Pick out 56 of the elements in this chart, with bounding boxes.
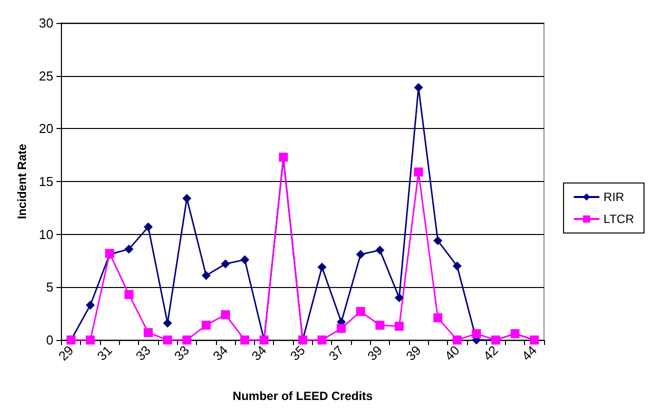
point	[375, 320, 384, 330]
point	[433, 236, 442, 246]
point	[317, 262, 326, 272]
y-tick-label: 5	[46, 280, 54, 295]
point	[472, 329, 481, 338]
x-tick-label: 29	[55, 342, 76, 364]
x-tick-label: 34	[248, 342, 270, 364]
y-tick-label: 0	[46, 332, 54, 348]
point	[394, 322, 404, 331]
point	[414, 167, 424, 176]
x-tick-label: 37	[326, 342, 347, 364]
point	[124, 244, 134, 254]
point	[124, 290, 134, 300]
point	[202, 320, 211, 330]
point	[86, 300, 95, 310]
point	[163, 318, 172, 328]
x-tick-label: 34	[210, 342, 231, 364]
point	[414, 82, 424, 92]
point	[144, 328, 153, 338]
point	[182, 336, 192, 344]
point	[394, 293, 404, 302]
y-tick-label: 20	[38, 121, 54, 136]
x-tick-label: 39	[364, 342, 386, 364]
x-tick-label: 44	[518, 342, 540, 364]
point	[356, 250, 366, 259]
point	[433, 313, 442, 322]
x-tick-label: 35	[287, 342, 308, 364]
point	[452, 262, 462, 271]
point	[163, 336, 172, 344]
x-tick-label: 39	[402, 342, 424, 364]
y-tick-label: 30	[38, 16, 54, 30]
point	[220, 259, 230, 268]
point	[375, 246, 384, 255]
point	[86, 336, 95, 344]
legend-label: LTCR	[604, 212, 634, 226]
x-tick-label: 33	[171, 342, 192, 364]
point	[144, 222, 153, 232]
x-tick-label: 40	[442, 342, 462, 364]
y-tick-label: 25	[38, 68, 54, 84]
point	[220, 310, 230, 320]
x-tick-label: 31	[94, 342, 115, 364]
point	[202, 271, 211, 280]
point	[240, 255, 250, 264]
point	[356, 306, 366, 316]
point	[317, 336, 326, 344]
point	[336, 324, 346, 333]
y-tick-label: 10	[38, 226, 54, 242]
x-tick-label: 42	[480, 342, 502, 364]
x-axis-title: Number of LEED Credits	[232, 389, 374, 403]
point	[182, 194, 192, 203]
x-tick-label: 33	[132, 342, 154, 364]
point	[452, 336, 462, 344]
y-axis-title: Incident Rate	[15, 144, 29, 220]
y-tick-label: 15	[38, 174, 54, 189]
point	[240, 336, 250, 344]
legend-label: RIR	[604, 190, 625, 204]
